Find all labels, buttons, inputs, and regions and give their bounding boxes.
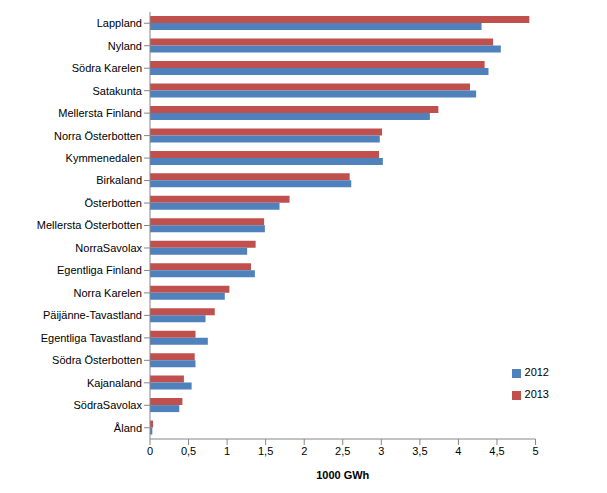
svg-text:5: 5 [532, 445, 538, 457]
svg-text:Österbotten: Österbotten [85, 197, 142, 209]
svg-text:Satakunta: Satakunta [92, 85, 142, 97]
svg-text:3: 3 [378, 445, 384, 457]
svg-text:Nyland: Nyland [108, 40, 142, 52]
svg-text:4,5: 4,5 [489, 445, 504, 457]
svg-text:3,5: 3,5 [412, 445, 427, 457]
svg-text:2: 2 [301, 445, 307, 457]
svg-text:1: 1 [224, 445, 230, 457]
svg-text:Mellersta Österbotten: Mellersta Österbotten [37, 219, 142, 231]
svg-text:Åland: Åland [114, 422, 142, 434]
svg-text:2,5: 2,5 [335, 445, 350, 457]
html-text:2013: 2013 [524, 388, 549, 400]
svg-text:Södra Karelen: Södra Karelen [72, 62, 142, 74]
svg-text:1000 GWh: 1000 GWh [316, 469, 369, 481]
svg-text:Mellersta Finland: Mellersta Finland [58, 107, 142, 119]
svg-text:Birkaland: Birkaland [96, 174, 142, 186]
svg-text:Kymmenedalen: Kymmenedalen [66, 152, 142, 164]
svg-text:0: 0 [147, 445, 153, 457]
svg-text:0,5: 0,5 [181, 445, 196, 457]
svg-text:Lappland: Lappland [97, 17, 142, 29]
svg-text:Päijänne-Tavastland: Päijänne-Tavastland [43, 309, 142, 321]
svg-text:Södra Österbotten: Södra Österbotten [52, 354, 142, 366]
svg-text:Norra Karelen: Norra Karelen [74, 287, 142, 299]
svg-text:SödraSavolax: SödraSavolax [74, 399, 143, 411]
svg-text:Egentliga Tavastland: Egentliga Tavastland [41, 332, 142, 344]
svg-text:NorraSavolax: NorraSavolax [75, 242, 142, 254]
html-text:2012: 2012 [524, 366, 549, 378]
svg-text:1,5: 1,5 [258, 445, 273, 457]
svg-text:Kajanaland: Kajanaland [87, 377, 142, 389]
svg-text:Egentliga Finland: Egentliga Finland [57, 264, 142, 276]
svg-text:Norra Österbotten: Norra Österbotten [54, 130, 142, 142]
svg-text:4: 4 [455, 445, 461, 457]
